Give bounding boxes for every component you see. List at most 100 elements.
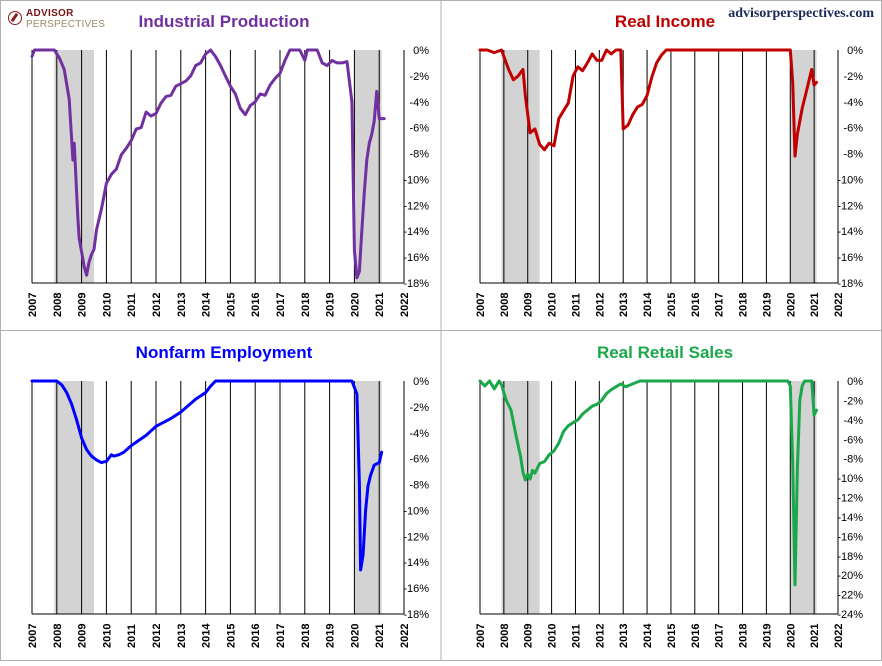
x-tick-label: 2013 <box>618 293 630 317</box>
y-tick-label: 0% <box>847 376 863 388</box>
y-tick-label: -6% <box>409 123 429 135</box>
x-tick-label: 2016 <box>250 624 262 648</box>
y-tick-label: -4% <box>843 97 863 109</box>
x-tick-label: 2011 <box>570 293 582 317</box>
y-tick-label: -10% <box>403 505 429 517</box>
x-tick-label: 2019 <box>761 293 773 317</box>
x-tick-label: 2020 <box>349 293 361 317</box>
x-tick-label: 2018 <box>300 293 312 317</box>
x-tick-label: 2009 <box>77 624 89 648</box>
x-tick-label: 2014 <box>642 292 654 317</box>
x-tick-label: 2022 <box>833 624 845 648</box>
x-tick-label: 2019 <box>761 624 773 648</box>
y-tick-label: -6% <box>843 123 863 135</box>
x-tick-label: 2007 <box>27 293 39 317</box>
y-tick-label: 0% <box>413 45 429 57</box>
series-line <box>30 379 384 572</box>
y-tick-label: -14% <box>403 226 429 238</box>
x-tick-label: 2016 <box>690 624 702 648</box>
y-tick-label: -18% <box>837 551 863 563</box>
x-tick-label: 2020 <box>349 624 361 648</box>
x-tick-label: 2008 <box>499 293 511 317</box>
x-tick-label: 2010 <box>101 293 113 317</box>
y-tick-label: -8% <box>843 454 863 466</box>
series-line <box>30 48 386 280</box>
x-tick-label: 2008 <box>52 624 64 648</box>
y-tick-label: -22% <box>837 590 863 602</box>
y-tick-label: -16% <box>837 531 863 543</box>
recession-band <box>790 50 817 283</box>
x-tick-label: 2008 <box>52 293 64 317</box>
y-tick-label: -10% <box>837 174 863 186</box>
chart-panel-1: 0% -2% -4% -6% -8% -10% -12% -14% -16% -18% 2007 20… <box>27 12 429 317</box>
x-tick-label: 2008 <box>499 624 511 648</box>
x-tick-label: 2021 <box>374 624 386 648</box>
advisor-perspectives-logo: ADVISOR PERSPECTIVES <box>8 8 108 32</box>
x-tick-label: 2016 <box>250 293 262 317</box>
y-tick-label: -2% <box>843 395 863 407</box>
x-tick-label: 2014 <box>201 623 213 648</box>
y-tick-label: -18% <box>837 278 863 290</box>
y-tick-label: -4% <box>409 97 429 109</box>
x-tick-label: 2007 <box>475 293 487 317</box>
x-tick-label: 2013 <box>618 624 630 648</box>
site-url: advisorperspectives.com <box>728 6 874 21</box>
x-tick-label: 2014 <box>201 292 213 317</box>
logo-icon <box>8 11 22 25</box>
x-tick-label: 2010 <box>547 293 559 317</box>
y-tick-label: -24% <box>837 609 863 621</box>
x-tick-label: 2021 <box>809 293 821 317</box>
x-tick-label: 2017 <box>275 293 287 317</box>
x-tick-label: 2012 <box>151 293 163 317</box>
x-tick-label: 2015 <box>225 624 237 648</box>
x-tick-label: 2019 <box>325 293 337 317</box>
x-tick-label: 2009 <box>523 293 535 317</box>
logo-line1: ADVISOR <box>26 8 74 19</box>
y-tick-label: -12% <box>837 493 863 505</box>
x-tick-label: 2017 <box>714 293 726 317</box>
y-tick-label: -6% <box>843 434 863 446</box>
y-tick-label: -4% <box>843 415 863 427</box>
y-tick-label: -18% <box>403 278 429 290</box>
x-tick-label: 2018 <box>738 293 750 317</box>
y-tick-label: -14% <box>837 226 863 238</box>
recession-band <box>354 50 382 283</box>
x-tick-label: 2022 <box>833 293 845 317</box>
chart-title: Real Income <box>615 12 715 31</box>
chart-title: Nonfarm Employment <box>136 343 313 362</box>
x-tick-label: 2010 <box>547 624 559 648</box>
recession-band <box>501 50 540 283</box>
x-tick-label: 2012 <box>594 293 606 317</box>
y-tick-label: -12% <box>403 531 429 543</box>
recession-band <box>501 381 540 614</box>
y-tick-label: -12% <box>403 200 429 212</box>
x-tick-label: 2018 <box>300 624 312 648</box>
y-tick-label: -8% <box>409 480 429 492</box>
x-tick-label: 2015 <box>666 624 678 648</box>
y-tick-label: -2% <box>843 71 863 83</box>
x-tick-label: 2022 <box>399 293 411 317</box>
x-tick-label: 2014 <box>642 623 654 648</box>
y-tick-label: -8% <box>409 149 429 161</box>
x-tick-label: 2007 <box>475 624 487 648</box>
y-tick-label: -14% <box>403 557 429 569</box>
x-tick-label: 2018 <box>738 624 750 648</box>
x-tick-label: 2010 <box>101 624 113 648</box>
y-tick-label: -4% <box>409 428 429 440</box>
x-tick-label: 2016 <box>690 293 702 317</box>
y-tick-label: -16% <box>837 252 863 264</box>
y-tick-label: -14% <box>837 512 863 524</box>
x-tick-label: 2017 <box>275 624 287 648</box>
x-tick-label: 2020 <box>785 624 797 648</box>
x-tick-label: 2012 <box>151 624 163 648</box>
series-line <box>478 48 818 158</box>
x-tick-label: 2011 <box>126 624 138 648</box>
y-tick-label: -2% <box>409 71 429 83</box>
chart-title: Real Retail Sales <box>597 343 733 362</box>
y-tick-label: -8% <box>843 149 863 161</box>
y-tick-label: -10% <box>403 174 429 186</box>
x-tick-label: 2011 <box>126 293 138 317</box>
x-tick-label: 2013 <box>176 293 188 317</box>
x-tick-label: 2015 <box>666 293 678 317</box>
